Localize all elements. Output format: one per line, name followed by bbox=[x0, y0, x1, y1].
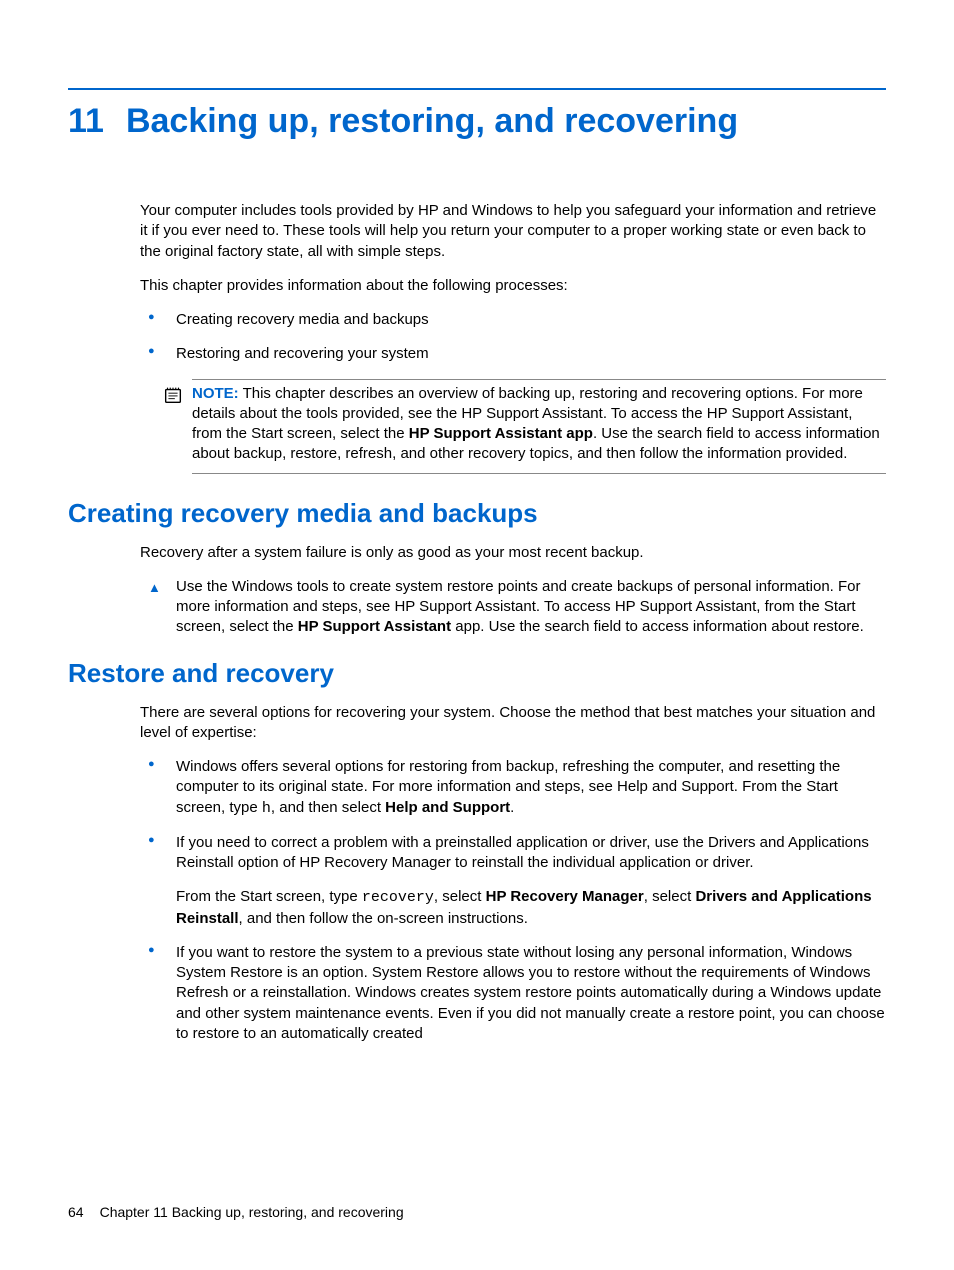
note-icon bbox=[162, 384, 184, 406]
section2-heading: Restore and recovery bbox=[68, 658, 886, 689]
footer-text: Chapter 11 Backing up, restoring, and re… bbox=[100, 1204, 404, 1220]
intro-bullet-1: Creating recovery media and backups bbox=[140, 310, 886, 330]
section2-bullet-3: If you want to restore the system to a p… bbox=[140, 943, 886, 1044]
section1-para-1: Recovery after a system failure is only … bbox=[140, 543, 886, 563]
section1-triangle-item: ▲ Use the Windows tools to create system… bbox=[140, 577, 886, 638]
page-number: 64 bbox=[68, 1204, 84, 1220]
intro-para-2: This chapter provides information about … bbox=[140, 276, 886, 296]
intro-block: Your computer includes tools provided by… bbox=[140, 201, 886, 365]
page-footer: 64 Chapter 11 Backing up, restoring, and … bbox=[68, 1204, 404, 1220]
b2-p2-t1: From the Start screen, type bbox=[176, 888, 362, 905]
triangle-icon: ▲ bbox=[148, 579, 161, 597]
section1-heading: Creating recovery media and backups bbox=[68, 498, 886, 529]
section1-body: Recovery after a system failure is only … bbox=[140, 543, 886, 563]
b2-p2-t4: , and then follow the on-screen instruct… bbox=[239, 910, 528, 927]
section2-bullet-2: If you need to correct a problem with a … bbox=[140, 833, 886, 929]
b2-p2-b1: HP Recovery Manager bbox=[486, 888, 644, 905]
document-page: 11Backing up, restoring, and recovering … bbox=[0, 0, 954, 1044]
section2-bullet-1: Windows offers several options for resto… bbox=[140, 757, 886, 819]
b2-p1: If you need to correct a problem with a … bbox=[176, 834, 869, 871]
b2-p2-mono: recovery bbox=[362, 889, 434, 906]
section1-item-bold: HP Support Assistant bbox=[298, 618, 451, 635]
intro-bullet-2: Restoring and recovering your system bbox=[140, 344, 886, 364]
section2-para-1: There are several options for recovering… bbox=[140, 703, 886, 744]
b1-t2: , and then select bbox=[271, 799, 385, 816]
top-rule bbox=[68, 88, 886, 90]
intro-bullet-list: Creating recovery media and backups Rest… bbox=[140, 310, 886, 365]
note-box: NOTE: This chapter describes an overview… bbox=[192, 379, 886, 474]
section2-body: There are several options for recovering… bbox=[140, 703, 886, 1045]
intro-para-1: Your computer includes tools provided by… bbox=[140, 201, 886, 262]
b2-p2-t2: , select bbox=[434, 888, 486, 905]
section1-item-after: app. Use the search field to access info… bbox=[451, 618, 864, 635]
b1-mono: h bbox=[262, 800, 271, 817]
b2-p2: From the Start screen, type recovery, se… bbox=[176, 887, 886, 929]
chapter-title: 11 Backing up, restoring, and recovering bbox=[68, 102, 886, 141]
note-bold-1: HP Support Assistant app bbox=[409, 425, 593, 442]
b1-t3: . bbox=[510, 799, 514, 816]
note-label: NOTE: bbox=[192, 385, 239, 402]
chapter-number: 11 bbox=[68, 102, 104, 141]
chapter-title-text: Backing up, restoring, and recovering bbox=[126, 102, 738, 140]
b2-p2-t3: , select bbox=[644, 888, 696, 905]
section2-bullet-list: Windows offers several options for resto… bbox=[140, 757, 886, 1044]
b1-bold: Help and Support bbox=[385, 799, 510, 816]
